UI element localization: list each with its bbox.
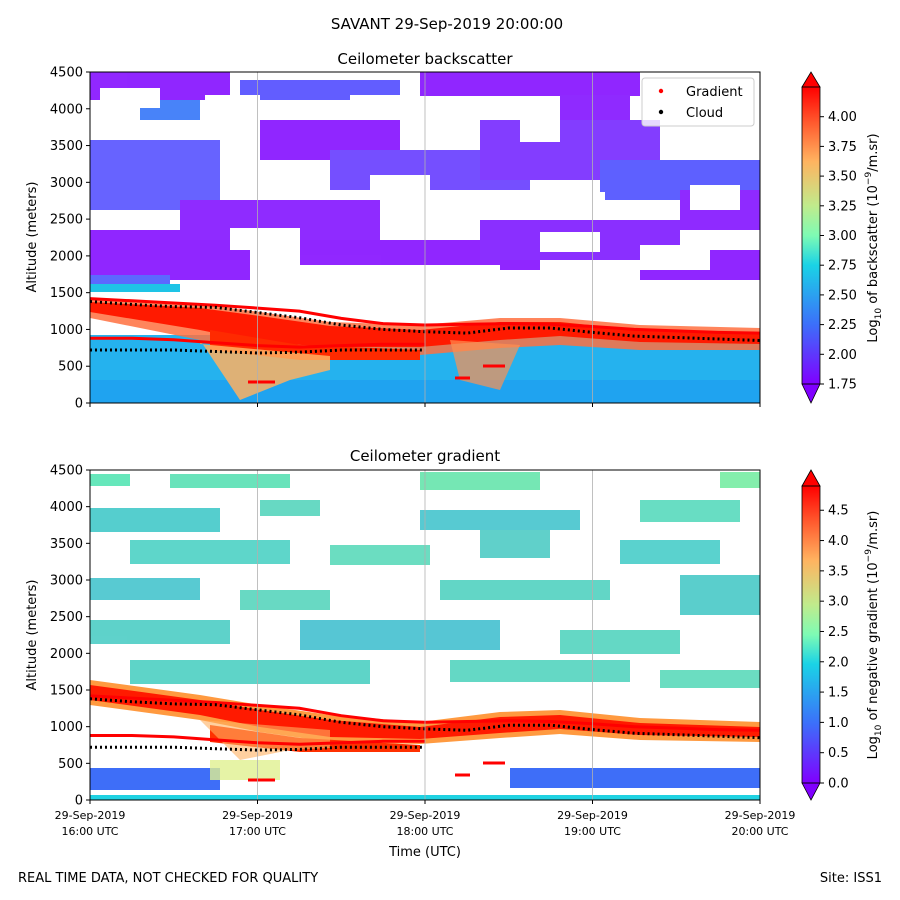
y-tick-label: 1000 <box>50 720 83 735</box>
colorbar-tick-label: 0.5 <box>828 746 849 761</box>
gradient-title: Ceilometer gradient <box>350 447 500 465</box>
gradient-x-axis: 29-Sep-2019 16:00 UTC 29-Sep-2019 17:00 UTC… <box>55 800 796 838</box>
low-gradient-fragments-bottom <box>248 761 505 782</box>
colorbar-tick-label: 4.00 <box>828 110 857 125</box>
y-tick-label: 2000 <box>50 647 83 662</box>
colorbar-top-extend <box>801 469 821 487</box>
x-tick-time: 16:00 UTC <box>61 825 118 838</box>
backscatter-panel: Ceilometer backscatter <box>25 50 884 412</box>
colorbar-tick-label: 4.0 <box>828 534 849 549</box>
gradient-panel: Ceilometer gradient <box>25 447 884 860</box>
lower-cloud-trace <box>90 348 425 355</box>
y-tick-label: 3500 <box>50 139 83 154</box>
x-tick-date: 29-Sep-2019 <box>390 809 461 822</box>
x-tick-date: 29-Sep-2019 <box>55 809 126 822</box>
y-tick-label: 4500 <box>50 464 83 479</box>
y-tick-label: 4000 <box>50 102 83 117</box>
colorbar-tick-label: 2.0 <box>828 655 849 670</box>
backscatter-colorbar: 1.75 2.00 2.25 2.50 2.75 3.00 3.25 3.50 3.75 4.00… <box>801 71 884 404</box>
colorbar-tick-label: 3.75 <box>828 140 857 155</box>
colorbar-tick-label: 1.0 <box>828 716 849 731</box>
y-tick-label: 3500 <box>50 537 83 552</box>
x-tick-time: 19:00 UTC <box>564 825 621 838</box>
colorbar-tick-label: 4.5 <box>828 504 849 519</box>
colorbar-tick-label: 2.00 <box>828 348 857 363</box>
y-tick-label: 3000 <box>50 176 83 191</box>
gradient-y-axis: 0 500 1000 1500 2000 2500 3000 3500 4000 4500 <box>50 464 90 809</box>
backscatter-ylabel: Altitude (meters) <box>25 182 40 293</box>
colorbar-tick-label: 3.50 <box>828 170 857 185</box>
colorbar-tick-label: 3.00 <box>828 229 857 244</box>
y-tick-label: 500 <box>58 757 83 772</box>
colorbar-tick-label: 1.5 <box>828 686 849 701</box>
x-tick-date: 29-Sep-2019 <box>222 809 293 822</box>
y-tick-label: 1500 <box>50 684 83 699</box>
x-tick-time: 18:00 UTC <box>396 825 453 838</box>
y-tick-label: 4000 <box>50 500 83 515</box>
legend-cloud-marker <box>658 109 664 115</box>
y-tick-label: 2000 <box>50 249 83 264</box>
backscatter-x-axis <box>89 403 761 407</box>
gradient-grid <box>257 470 593 800</box>
colorbar-tick-label: 2.50 <box>828 288 857 303</box>
legend-gradient-label: Gradient <box>686 85 743 100</box>
colorbar-tick-label: 3.25 <box>828 199 857 214</box>
site-label: Site: ISS1 <box>820 871 882 886</box>
backscatter-colorbar-label: Log10 of backscatter (10−9/m.sr) <box>864 133 884 342</box>
legend: Gradient Cloud <box>641 77 755 127</box>
x-tick-date: 29-Sep-2019 <box>557 809 628 822</box>
colorbar-bottom-extend <box>801 383 821 404</box>
quality-disclaimer: REAL TIME DATA, NOT CHECKED FOR QUALITY <box>18 871 318 886</box>
colorbar-tick-label: 3.5 <box>828 564 849 579</box>
gradient-colorbar-label: Log10 of negative gradient (10−9/m.sr) <box>864 511 884 760</box>
gradient-colorbar: 0.0 0.5 1.0 1.5 2.0 2.5 3.0 3.5 4.0 4.5 Log10 of … <box>801 469 884 801</box>
legend-gradient-marker <box>658 88 664 94</box>
figure-title: SAVANT 29-Sep-2019 20:00:00 <box>331 15 563 33</box>
y-tick-label: 1000 <box>50 323 83 338</box>
colorbar-tick-label: 0.0 <box>828 777 849 792</box>
y-tick-label: 500 <box>58 360 83 375</box>
colorbar-tick-label: 3.0 <box>828 595 849 610</box>
colorbar-tick-label: 1.75 <box>828 378 857 393</box>
y-tick-label: 2500 <box>50 610 83 625</box>
x-axis-label: Time (UTC) <box>388 845 461 860</box>
x-tick-time: 17:00 UTC <box>229 825 286 838</box>
x-tick-time: 20:00 UTC <box>731 825 788 838</box>
colorbar-top-extend <box>801 71 821 88</box>
y-tick-label: 4500 <box>50 66 83 81</box>
x-tick-date: 29-Sep-2019 <box>725 809 796 822</box>
y-tick-label: 1500 <box>50 286 83 301</box>
backscatter-grid <box>257 72 593 403</box>
low-gradient-fragments <box>248 364 505 384</box>
gradient-ylabel: Altitude (meters) <box>25 580 40 691</box>
colorbar-tick-label: 2.25 <box>828 318 857 333</box>
colorbar-tick-label: 2.5 <box>828 625 849 640</box>
colorbar-bottom-extend <box>801 782 821 801</box>
y-tick-label: 0 <box>75 397 83 412</box>
y-tick-label: 2500 <box>50 213 83 228</box>
upper-noise-patches <box>90 72 760 295</box>
lower-cloud-trace-bottom <box>90 745 425 752</box>
y-tick-label: 3000 <box>50 574 83 589</box>
boundary-gradient-band <box>90 768 220 790</box>
upper-gradient-patches <box>90 472 760 688</box>
y-tick-label: 0 <box>75 794 83 809</box>
colorbar-tick-label: 2.75 <box>828 259 857 274</box>
backscatter-title: Ceilometer backscatter <box>337 50 513 68</box>
backscatter-y-axis: 0 500 1000 1500 2000 2500 3000 3500 4000 4500 <box>50 66 90 412</box>
legend-cloud-label: Cloud <box>686 106 723 121</box>
